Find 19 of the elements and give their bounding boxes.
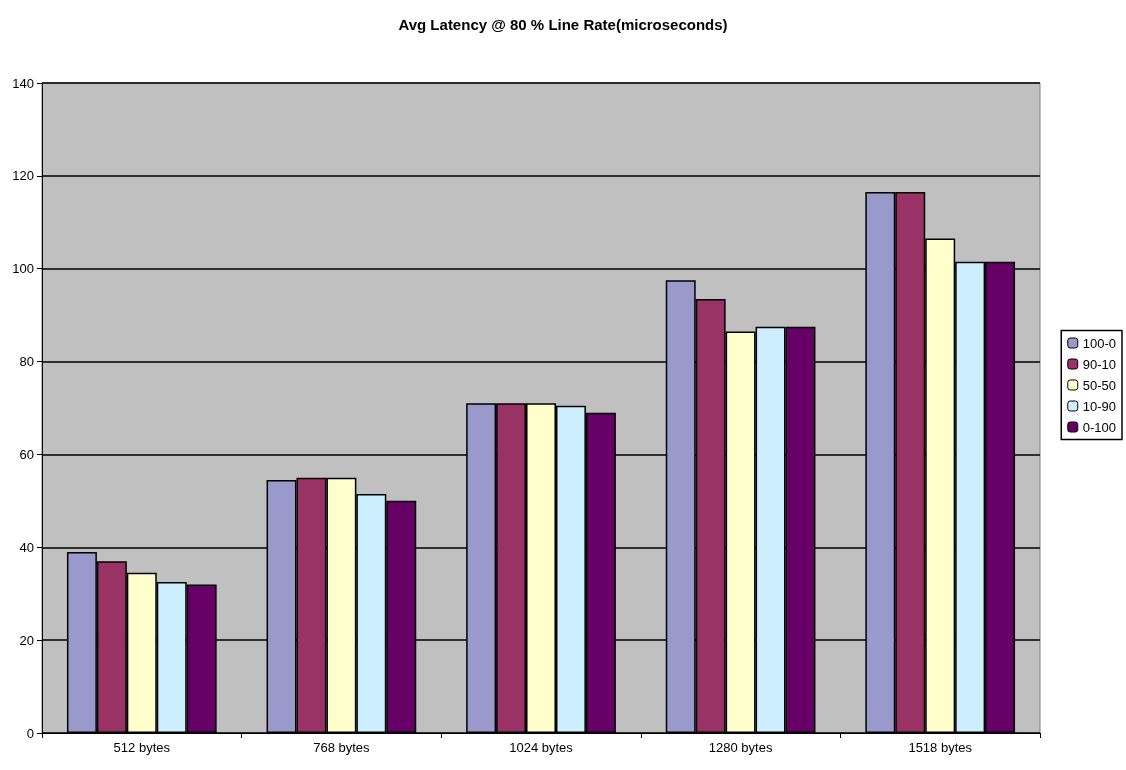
- y-tick-label: 120: [12, 168, 34, 184]
- legend-label: 100-0: [1082, 335, 1116, 351]
- x-tick-label: 1518 bytes: [908, 740, 973, 755]
- y-tick-label: 0: [26, 725, 34, 741]
- x-tick-label: 768 bytes: [313, 740, 371, 755]
- legend-label: 10-90: [1082, 398, 1116, 414]
- y-tick-label: 80: [19, 354, 34, 370]
- x-tick-label: 1024 bytes: [509, 740, 574, 755]
- x-tick-label: 1280 bytes: [708, 740, 773, 755]
- legend-label: 50-50: [1082, 377, 1116, 393]
- y-tick-label: 60: [19, 446, 34, 462]
- legend-label: 90-10: [1082, 356, 1116, 372]
- y-tick-label: 100: [12, 261, 34, 277]
- y-tick-label: 40: [19, 539, 34, 555]
- y-tick-label: 140: [12, 75, 34, 91]
- x-tick-label: 512 bytes: [113, 740, 171, 755]
- y-tick-label: 20: [19, 632, 34, 648]
- legend-label: 0-100: [1082, 419, 1116, 435]
- chart-title: Avg Latency @ 80 % Line Rate(microseconds): [398, 16, 728, 33]
